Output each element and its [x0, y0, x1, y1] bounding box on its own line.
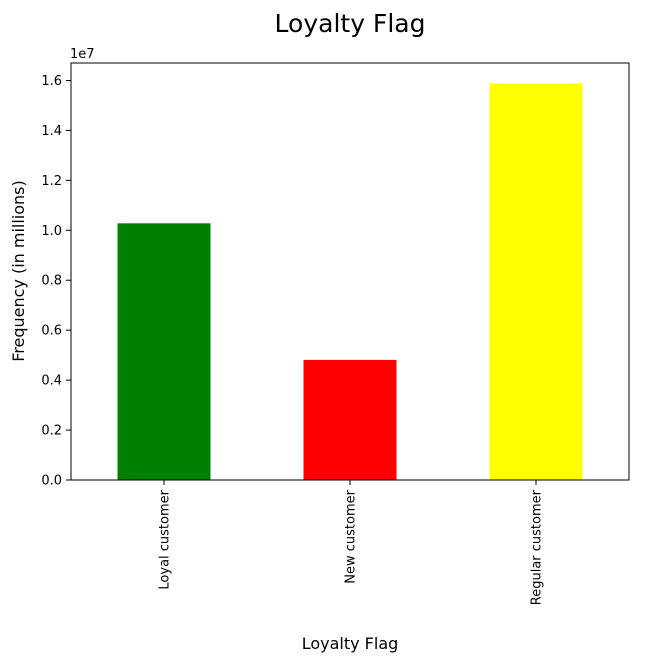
y-axis: 0.0 0.2 0.4 0.6 0.8 1.0 1.2 1.4 1.6: [41, 74, 71, 489]
y-tick-label: 0.2: [41, 424, 62, 439]
y-axis-label: Frequency (in millions): [9, 180, 28, 362]
x-axis: Loyal customer New customer Regular custom…: [158, 480, 545, 605]
x-tick-label: Loyal customer: [158, 489, 173, 589]
y-tick-label: 0.4: [41, 374, 62, 389]
bar-regular-customer: [489, 83, 583, 480]
y-tick-label: 1.6: [41, 74, 62, 89]
bar-loyal-customer: [117, 223, 211, 480]
y-tick-label: 1.4: [41, 124, 62, 139]
bars-layer: [117, 83, 583, 480]
x-axis-label: Loyalty Flag: [302, 634, 399, 653]
y-tick-label: 0.8: [41, 274, 62, 289]
bar-new-customer: [303, 359, 397, 480]
y-tick-label: 0.6: [41, 324, 62, 339]
y-tick-label: 0.0: [41, 474, 62, 489]
y-tick-label: 1.0: [41, 224, 62, 239]
chart-title: Loyalty Flag: [275, 9, 426, 38]
x-tick-label: Regular customer: [530, 489, 545, 605]
y-offset-text: 1e7: [70, 47, 95, 62]
y-tick-label: 1.2: [41, 174, 62, 189]
x-tick-label: New customer: [344, 489, 359, 583]
